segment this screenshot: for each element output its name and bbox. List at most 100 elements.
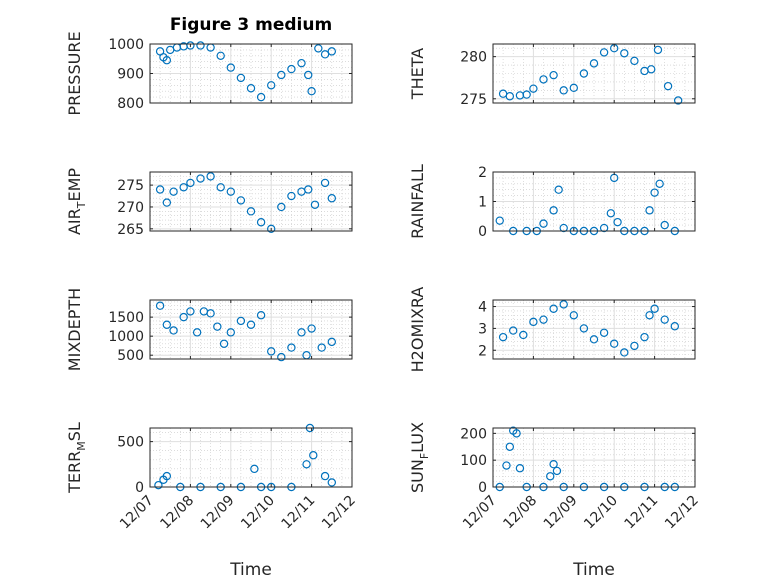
data-point [613,217,622,227]
axes-box [149,171,353,232]
data-point [226,328,235,337]
data-point [630,341,639,351]
data-point [647,65,656,74]
data-point [277,202,286,212]
data-point [579,69,589,78]
subplot-pressure: 800 900 1000 PRESSURE [65,31,353,116]
data-point [277,70,286,80]
data-point [569,83,579,93]
x-tick-label: 12/10 [238,493,278,533]
data-point [660,315,669,324]
y-tick-label: 100 [460,453,487,469]
data-point [219,339,229,348]
data-point [320,178,330,188]
subplot-sun-flux: 0 100 200 12/07 12/08 12/09 12/10 12/11 12/12 SUN… [408,422,702,532]
data-point [549,206,558,215]
data-point [154,480,163,490]
data-point [250,464,259,474]
data-point [246,207,256,216]
data-point [256,92,266,102]
data-point [670,322,680,331]
data-point [529,317,538,327]
x-axis-label-left: Time [229,560,272,580]
data-point [246,320,256,329]
y-axis-label: THETA [408,48,427,100]
data-point [606,209,616,218]
data-point [645,311,654,320]
y-tick-label: 275 [460,92,487,108]
data-point [599,223,609,233]
data-point [529,84,538,93]
data-point [498,332,508,342]
y-tick-label: 0 [478,224,487,240]
data-point [309,451,318,460]
y-tick-label: 800 [117,96,144,112]
x-tick-label: 12/12 [662,493,702,533]
data-point [267,224,276,234]
data-point [509,326,518,335]
y-tick-label: 265 [117,222,144,238]
data-point [155,301,165,310]
x-tick-label: 12/07 [117,493,157,533]
data-point [317,343,326,352]
data-point [569,311,579,320]
y-tick-label: 0 [135,480,144,496]
subplot-air-temp: 265 270 275 AIRTEMP [65,168,353,238]
data-point [304,185,313,194]
y-axis-label: AIRTEMP [65,168,88,235]
y-tick-label: 2 [478,165,487,181]
data-point [505,442,515,451]
data-point [256,311,266,320]
data-point [307,86,316,96]
data-point [673,96,683,105]
data-point [246,84,256,93]
data-point [512,429,521,438]
y-tick-label: 1000 [108,329,144,345]
data-point [256,218,266,227]
data-point [169,187,178,196]
y-tick-label: 3 [478,321,487,337]
data-point [287,343,296,352]
data-point [539,315,548,324]
subplot-theta: 275 280 THETA [408,43,696,108]
data-point [589,59,599,68]
data-point [515,464,525,473]
data-point [559,223,568,233]
data-point [320,50,330,59]
data-point [589,335,599,344]
x-tick-label: 12/09 [541,493,581,533]
y-axis-label: H2OMIXRA [408,287,427,373]
data-point [267,347,276,356]
x-tick-label: 12/11 [279,493,319,533]
data-point [287,64,296,74]
subplot-rainfall: 0 1 2 RAINFALL [408,164,696,240]
data-point [549,304,558,313]
data-point [559,86,568,95]
y-tick-label: 1000 [108,37,144,53]
y-axis-label: SUNFLUX [408,422,431,493]
data-point [162,471,172,481]
x-tick-label: 12/10 [581,493,621,533]
data-point [226,63,235,72]
data-point [216,183,225,192]
data-point [653,45,663,55]
y-tick-label: 1500 [108,310,144,326]
x-tick-label: 12/08 [157,493,197,533]
axes-box [149,299,353,360]
y-tick-label: 900 [117,67,144,83]
data-point [196,174,205,183]
data-point [620,49,629,58]
subplot-h2omixra: 2 3 4 H2OMIXRA [408,287,696,373]
axes-box [149,427,353,488]
subplot-mixdepth: 500 1000 1500 MIXDEPTH [65,288,353,371]
axes-box [492,427,696,488]
data-point [287,191,296,201]
data-point [327,47,336,56]
data-point [552,466,562,476]
y-tick-label: 270 [117,200,144,216]
data-point [236,196,246,205]
data-point [304,70,313,80]
data-point [192,328,202,337]
data-point [650,188,659,197]
